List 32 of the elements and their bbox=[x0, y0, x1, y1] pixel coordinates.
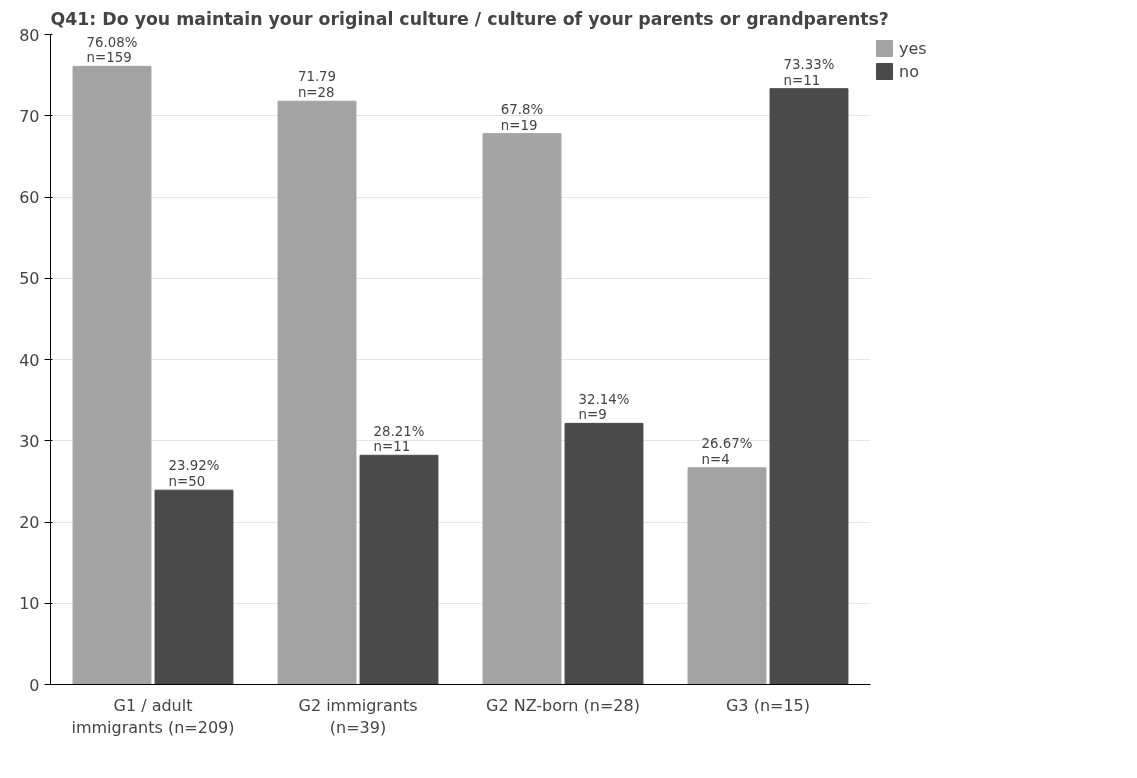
data-label: 76.08% n=159 bbox=[86, 34, 138, 66]
y-tick-label: 80 bbox=[19, 25, 40, 45]
x-tick-label: G1 / adult immigrants (n=209) bbox=[71, 695, 235, 738]
legend-label: no bbox=[899, 61, 919, 81]
bar bbox=[769, 88, 849, 685]
y-tick-label: 0 bbox=[29, 675, 40, 695]
data-label: 28.21% n=11 bbox=[373, 423, 425, 455]
x-tick-label: G2 NZ-born (n=28) bbox=[486, 695, 640, 715]
bar bbox=[359, 454, 439, 685]
bar bbox=[564, 422, 644, 685]
legend-label: yes bbox=[899, 38, 927, 58]
data-label: 71.79 n=28 bbox=[297, 69, 337, 101]
y-tick-label: 50 bbox=[19, 269, 40, 289]
bar bbox=[154, 489, 234, 685]
data-label: 26.67% n=4 bbox=[701, 436, 753, 467]
y-tick-label: 20 bbox=[19, 513, 40, 532]
data-label: 73.33% n=11 bbox=[783, 56, 835, 88]
bar bbox=[277, 100, 357, 685]
data-label: 67.8% n=19 bbox=[500, 101, 544, 133]
y-tick-label: 60 bbox=[19, 188, 40, 207]
chart-title: Q41: Do you maintain your original culture / culture of your parents or grandparents? bbox=[50, 8, 889, 29]
x-tick-label: G2 immigrants (n=39) bbox=[298, 695, 418, 738]
data-label: 32.14% n=9 bbox=[578, 391, 630, 423]
y-tick-label: 10 bbox=[19, 594, 40, 614]
bar bbox=[72, 65, 152, 685]
data-label: 23.92% n=50 bbox=[168, 458, 220, 490]
bar bbox=[482, 133, 562, 685]
y-tick-label: 70 bbox=[19, 106, 40, 126]
y-tick-label: 30 bbox=[19, 431, 40, 451]
y-tick-label: 40 bbox=[19, 350, 40, 370]
x-tick-label: G3 (n=15) bbox=[725, 695, 811, 715]
bar bbox=[687, 467, 767, 685]
